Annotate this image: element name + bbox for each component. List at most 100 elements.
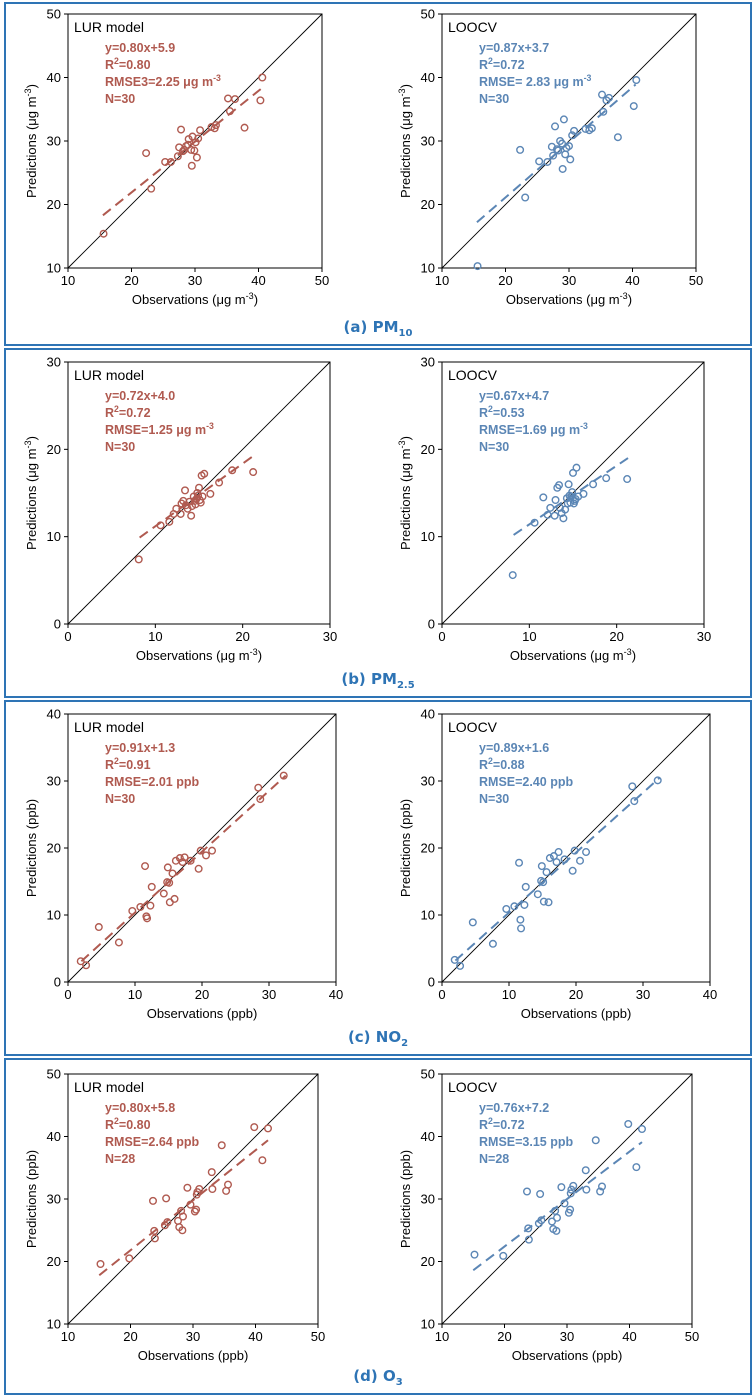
data-point [208,846,217,855]
data-point [163,863,172,872]
data-point [192,1190,201,1199]
stat-line: RMSE=2.40 ppb [479,775,573,789]
plot-frame [67,361,331,625]
y-tick-label: 10 [47,908,61,923]
one-to-one-line [441,13,697,269]
data-point [523,1187,532,1196]
data-point [552,145,561,154]
data-point [254,783,263,792]
y-tick-label: 10 [421,1317,435,1332]
panel-title-subscript: 10 [398,328,413,339]
data-point [223,1180,232,1189]
x-tick-label: 40 [622,1329,636,1344]
data-point [653,776,662,785]
panel-title: (b) PM2.5 [6,670,750,691]
data-point [258,1156,267,1165]
data-point [536,1189,545,1198]
x-tick-label: 30 [636,987,650,1002]
panel-title-prefix: (c) NO [347,1028,402,1046]
data-point [632,76,641,85]
data-point [192,153,201,162]
x-tick-label: 40 [625,273,639,288]
x-tick-label: 10 [435,1329,449,1344]
y-axis-label: Predictions (μg m-3​) [397,84,413,198]
data-point [228,466,237,475]
y-tick-label: 30 [421,1192,435,1207]
data-point [215,478,224,487]
x-tick-label: 10 [61,273,75,288]
data-point [194,491,203,500]
stat-line: N=30 [479,92,509,106]
data-point [560,1199,569,1208]
y-tick-label: 20 [421,841,435,856]
y-tick-label: 10 [47,529,61,544]
x-tick-label: 20 [124,273,138,288]
y-tick-label: 0 [54,617,61,632]
data-point [624,1120,633,1129]
y-tick-label: 30 [47,1192,61,1207]
y-tick-label: 10 [421,261,435,276]
plot-title: LUR model [74,1079,144,1095]
x-tick-label: 10 [128,987,142,1002]
data-point [76,957,85,966]
y-tick-label: 20 [421,1254,435,1269]
y-tick-label: 50 [47,1067,61,1082]
y-tick-label: 20 [421,442,435,457]
data-point [125,1254,134,1263]
y-tick-label: 0 [428,975,435,990]
x-axis-label: Observations (μg m-3​) [136,647,262,663]
data-point [537,876,546,885]
data-point [545,854,554,863]
data-point [591,1136,600,1145]
data-point [194,864,203,873]
x-tick-label: 0 [438,629,445,644]
data-point [552,1226,561,1235]
stat-line: y=0.91x+1.3 [105,741,175,755]
y-tick-label: 40 [47,1129,61,1144]
x-axis-label: Observations (ppb) [138,1348,249,1363]
stat-line: R2​=0.88 [479,756,525,772]
y-tick-label: 50 [47,7,61,22]
data-point [186,856,195,865]
x-tick-label: 30 [560,1329,574,1344]
data-point [172,504,181,513]
data-point [502,904,511,913]
x-tick-label: 30 [186,1329,200,1344]
data-point [533,890,542,899]
data-point [168,869,177,878]
y-tick-label: 20 [47,841,61,856]
data-point [579,489,588,498]
x-tick-label: 0 [64,629,71,644]
panel-title: (c) NO2 [6,1028,750,1049]
data-point [628,782,637,791]
data-point [524,1235,533,1244]
panel-title-prefix: (a) PM [343,318,399,336]
data-point [181,486,190,495]
x-axis-label: Observations (μg m-3​) [506,291,632,307]
fit-line [513,457,629,536]
data-point [566,1189,575,1198]
data-point [187,145,196,154]
data-point [548,1217,557,1226]
data-point [178,858,187,867]
data-point [581,1166,590,1175]
data-point [570,846,579,855]
data-point [264,1124,273,1133]
stat-line: N=30 [105,440,135,454]
data-point [207,1168,216,1177]
y-tick-label: 20 [47,1254,61,1269]
data-point [568,866,577,875]
data-point [554,146,563,155]
data-point [555,481,564,490]
data-point [165,898,174,907]
data-point [546,503,555,512]
data-point [208,1184,217,1193]
data-point [183,1183,192,1192]
y-tick-label: 20 [47,442,61,457]
y-tick-label: 40 [421,707,435,722]
x-tick-label: 30 [697,629,711,644]
data-point [217,1141,226,1150]
x-tick-label: 30 [262,987,276,1002]
